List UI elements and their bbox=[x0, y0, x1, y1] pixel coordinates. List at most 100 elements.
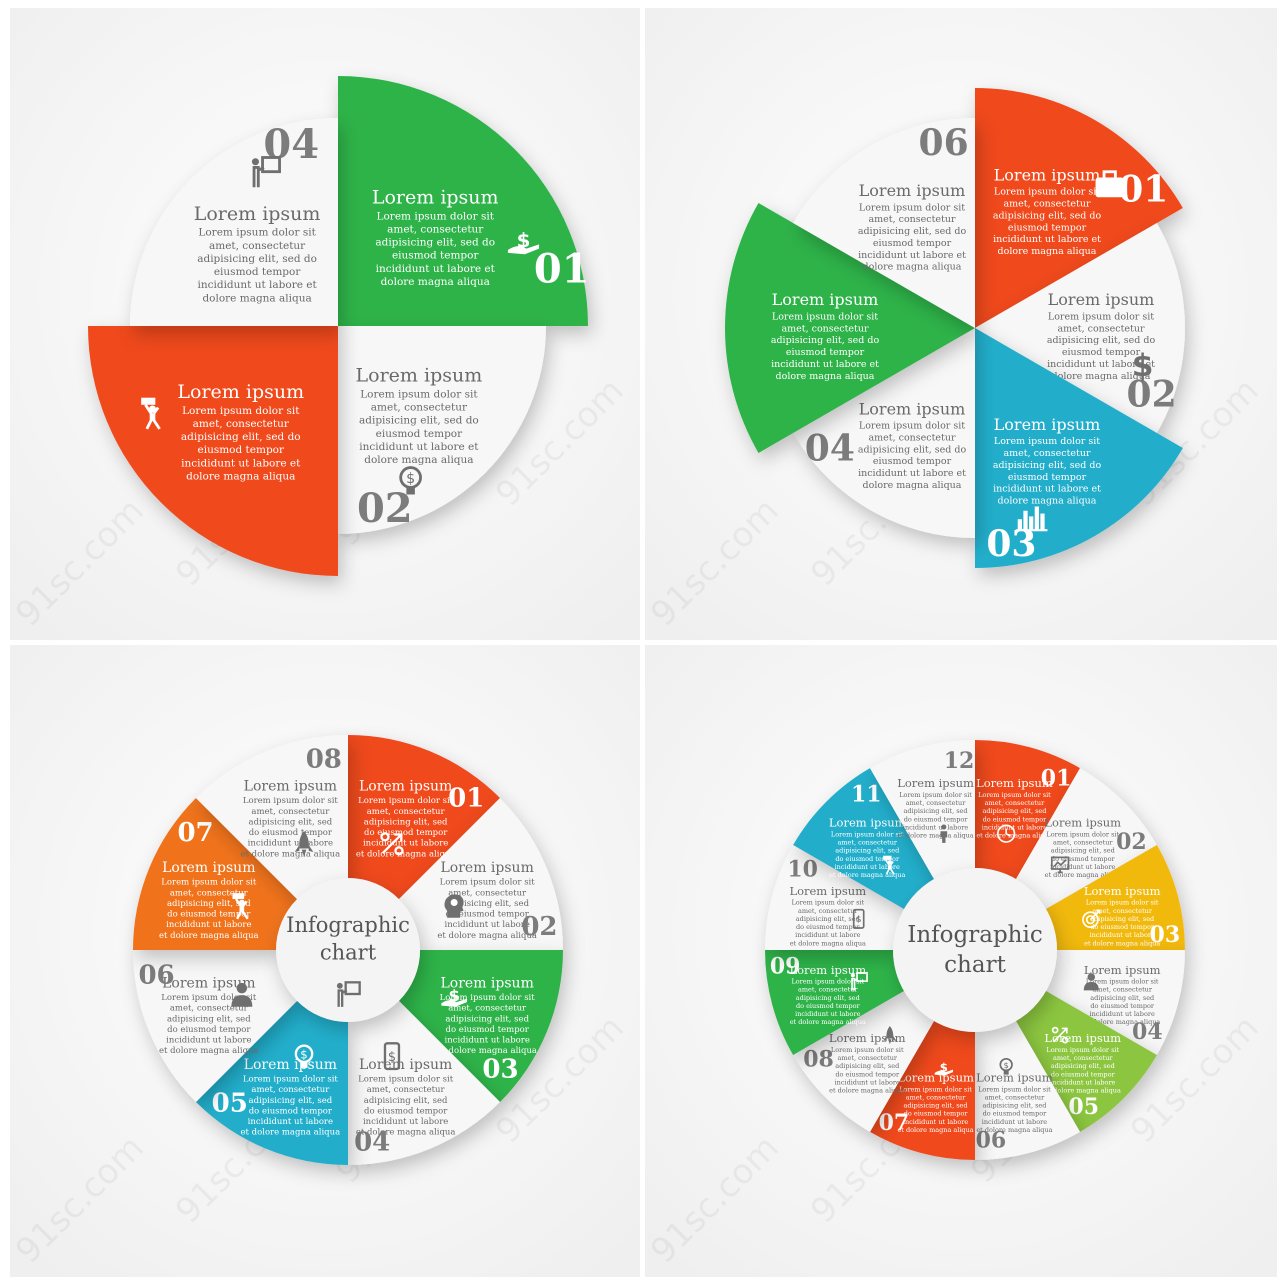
segment-number: 07 bbox=[879, 1110, 910, 1136]
segment-title: Lorem ipsum bbox=[441, 975, 534, 991]
segment-shape bbox=[725, 203, 975, 453]
segment-shape bbox=[348, 735, 501, 900]
businessman-icon bbox=[1083, 973, 1099, 991]
segment-shape bbox=[338, 326, 546, 534]
segment-shape bbox=[793, 991, 934, 1132]
segment-number: 03 bbox=[1150, 922, 1181, 948]
diagram-canvas: 91sc.com91sc.com91sc.com91sc.comLorem ip… bbox=[645, 8, 1277, 640]
businessman-icon bbox=[231, 982, 253, 1007]
segment-number: 07 bbox=[177, 818, 213, 848]
segment-body: Lorem ipsum dolor sit amet, consectetur ad… bbox=[897, 1085, 973, 1134]
segment-title: Lorem ipsum bbox=[994, 415, 1101, 434]
bar-chart-icon bbox=[1016, 506, 1048, 532]
segment-shape bbox=[1016, 991, 1157, 1132]
segment-body: Lorem ipsum dolor sit amet, consectetur ad… bbox=[829, 830, 905, 879]
center-title: Infographic chart bbox=[907, 922, 1042, 978]
segment-shape bbox=[398, 797, 563, 950]
segment-number: 11 bbox=[851, 781, 882, 807]
briefcase-icon bbox=[1095, 170, 1124, 198]
segment-title: Lorem ipsum bbox=[244, 778, 337, 794]
segment-body: Lorem ipsum dolor sit amet, consectetur ad… bbox=[993, 187, 1102, 257]
man-lifting-money-icon bbox=[883, 855, 895, 875]
segment-title: Lorem ipsum bbox=[162, 975, 255, 991]
segment-title: Lorem ipsum bbox=[1084, 963, 1161, 977]
svg-text:$: $ bbox=[388, 1050, 396, 1065]
segment-number: 04 bbox=[805, 428, 855, 470]
center-hub: Infographic chart bbox=[276, 878, 420, 1022]
segment-body: Lorem ipsum dolor sit amet, consectetur ad… bbox=[181, 405, 301, 483]
segment-title: Lorem ipsum bbox=[162, 860, 255, 876]
center-title: Infographic chart bbox=[286, 913, 410, 964]
segment-shape bbox=[1046, 950, 1185, 1055]
segment-number: 09 bbox=[770, 954, 801, 980]
svg-text:$: $ bbox=[1132, 348, 1154, 384]
segment-title: Lorem ipsum bbox=[177, 381, 304, 403]
segment-body: Lorem ipsum dolor sit amet, consectetur ad… bbox=[1047, 311, 1156, 381]
segment-title: Lorem ipsum bbox=[359, 1057, 452, 1073]
segment-8: Lorem ipsum Lorem ipsum dolor sit amet, co… bbox=[195, 735, 348, 900]
segment-number: 10 bbox=[787, 857, 818, 883]
presenter-board-icon bbox=[336, 981, 361, 1007]
segment-title: Lorem ipsum bbox=[1048, 290, 1155, 309]
panel-twelve-segment: 91sc.com91sc.com91sc.com91sc.comLorem ip… bbox=[645, 645, 1277, 1277]
svg-text:$: $ bbox=[300, 1047, 307, 1061]
segment-body: Lorem ipsum dolor sit amet, consectetur ad… bbox=[1084, 899, 1160, 948]
segment-shape bbox=[975, 1021, 1080, 1160]
rocket-icon bbox=[294, 831, 314, 857]
segment-wheel: Lorem ipsum Lorem ipsum dolor sit amet, co… bbox=[725, 88, 1185, 568]
segment-title: Lorem ipsum bbox=[1044, 816, 1121, 830]
segment-title: Lorem ipsum bbox=[976, 776, 1053, 790]
segment-body: Lorem ipsum dolor sit amet, consectetur ad… bbox=[356, 796, 456, 859]
segment-shape bbox=[348, 1000, 501, 1165]
segment-shape bbox=[1016, 768, 1157, 909]
segment-number: 06 bbox=[919, 122, 969, 164]
percent-arrow-icon bbox=[380, 832, 404, 856]
segment-shape bbox=[793, 328, 975, 538]
segment-title: Lorem ipsum bbox=[859, 181, 966, 200]
segment-body: Lorem ipsum dolor sit amet, consectetur ad… bbox=[976, 1085, 1052, 1134]
segment-body: Lorem ipsum dolor sit amet, consectetur ad… bbox=[159, 878, 259, 941]
segment-number: 02 bbox=[1116, 829, 1147, 855]
segment-title: Lorem ipsum bbox=[897, 1071, 974, 1085]
diagram-canvas: 91sc.com91sc.com91sc.com91sc.comLorem ip… bbox=[10, 645, 640, 1277]
rocket-icon bbox=[883, 1025, 897, 1045]
segment-shape bbox=[765, 950, 904, 1055]
clock-icon bbox=[996, 824, 1016, 843]
svg-text:$: $ bbox=[1004, 1060, 1009, 1070]
segment-body: Lorem ipsum dolor sit amet, consectetur ad… bbox=[197, 227, 317, 305]
segment-number: 01 bbox=[448, 784, 484, 814]
segment-shape bbox=[975, 328, 1183, 568]
segment-body: Lorem ipsum dolor sit amet, consectetur ad… bbox=[790, 978, 866, 1027]
segment-title: Lorem ipsum bbox=[994, 165, 1101, 184]
percent-arrow-icon bbox=[1051, 1026, 1069, 1044]
presenter-board-icon bbox=[850, 971, 868, 991]
segment-title: Lorem ipsum bbox=[829, 816, 906, 830]
segment-number: 08 bbox=[306, 745, 342, 775]
segment-body: Lorem ipsum dolor sit amet, consectetur ad… bbox=[437, 878, 537, 941]
segment-body: Lorem ipsum dolor sit amet, consectetur ad… bbox=[241, 796, 341, 859]
segment-number: 04 bbox=[354, 1128, 390, 1158]
panel-six-segment: 91sc.com91sc.com91sc.com91sc.comLorem ip… bbox=[645, 8, 1277, 640]
segment-body: Lorem ipsum dolor sit amet, consectetur ad… bbox=[1084, 978, 1160, 1027]
svg-text:$: $ bbox=[856, 914, 862, 925]
segment-shape bbox=[133, 797, 298, 950]
